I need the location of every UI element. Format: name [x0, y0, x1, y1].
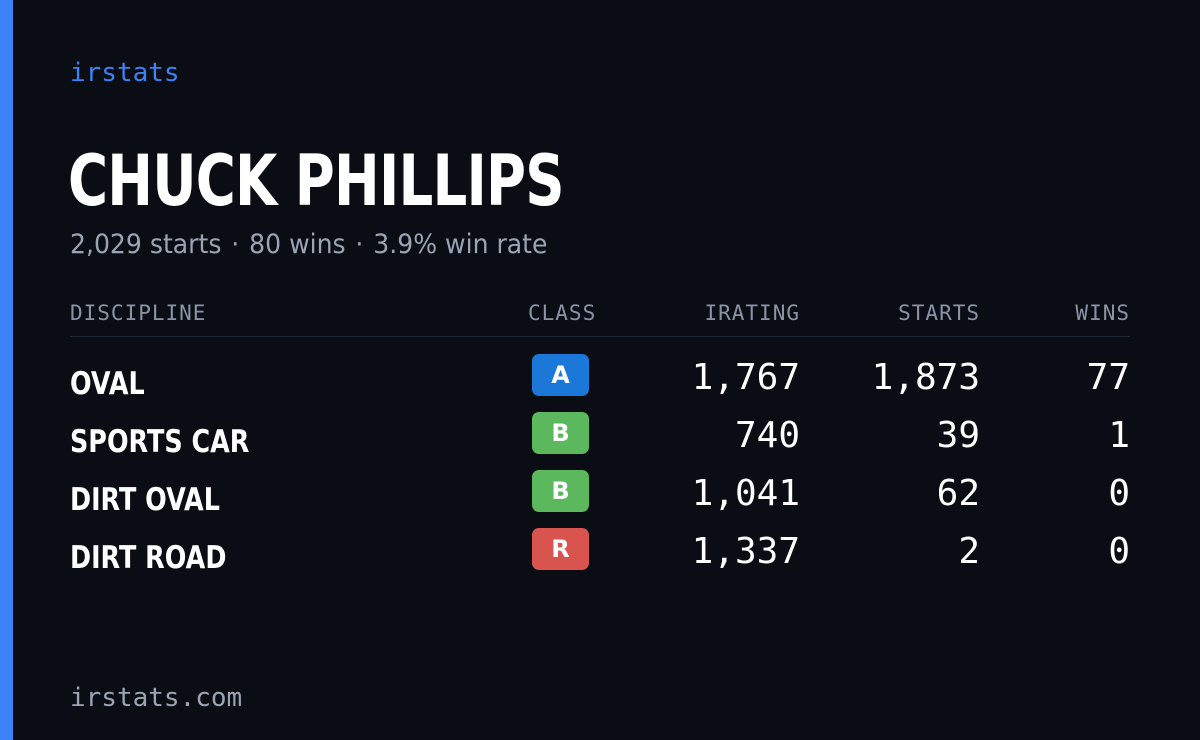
- table-row: DIRT OVAL B 1,041 62 0: [70, 470, 1130, 528]
- accent-bar: [0, 0, 13, 740]
- summary-starts: 2,029 starts: [70, 229, 222, 260]
- class-badge: A: [532, 354, 589, 396]
- brand-logo[interactable]: irstats: [70, 58, 180, 88]
- row-irating: 1,337: [691, 531, 800, 572]
- row-discipline: DIRT OVAL: [70, 482, 220, 518]
- row-wins: 0: [1108, 531, 1130, 572]
- row-irating: 1,041: [691, 473, 800, 514]
- summary-separator: ·: [231, 229, 240, 260]
- header-starts: STARTS: [898, 301, 980, 325]
- summary-win-rate: 3.9% win rate: [373, 229, 548, 260]
- row-starts: 39: [936, 415, 980, 456]
- driver-summary: 2,029 starts · 80 wins · 3.9% win rate: [70, 226, 547, 264]
- row-starts: 62: [936, 473, 980, 514]
- header-class: CLASS: [528, 301, 597, 325]
- header-irating: IRATING: [704, 301, 800, 325]
- class-badge: R: [532, 528, 589, 570]
- row-discipline: SPORTS CAR: [70, 424, 250, 460]
- summary-separator: ·: [355, 229, 364, 260]
- table-header: DISCIPLINE CLASS IRATING STARTS WINS: [70, 296, 1130, 337]
- table-row: DIRT ROAD R 1,337 2 0: [70, 528, 1130, 586]
- header-discipline: DISCIPLINE: [70, 301, 207, 325]
- class-badge: B: [532, 412, 589, 454]
- discipline-stats-table: DISCIPLINE CLASS IRATING STARTS WINS OVA…: [70, 296, 1130, 576]
- row-discipline: DIRT ROAD: [70, 540, 227, 576]
- driver-name: CHUCK PHILLIPS: [68, 140, 565, 222]
- row-irating: 740: [734, 415, 800, 456]
- row-starts: 1,873: [871, 357, 980, 398]
- header-wins: WINS: [1075, 301, 1130, 325]
- row-irating: 1,767: [691, 357, 800, 398]
- footer-site-url[interactable]: irstats.com: [70, 683, 243, 713]
- row-wins: 0: [1108, 473, 1130, 514]
- table-row: OVAL A 1,767 1,873 77: [70, 354, 1130, 412]
- summary-wins: 80 wins: [249, 229, 346, 260]
- row-wins: 1: [1108, 415, 1130, 456]
- class-badge: B: [532, 470, 589, 512]
- row-starts: 2: [958, 531, 980, 572]
- table-row: SPORTS CAR B 740 39 1: [70, 412, 1130, 470]
- row-discipline: OVAL: [70, 366, 145, 402]
- row-wins: 77: [1086, 357, 1130, 398]
